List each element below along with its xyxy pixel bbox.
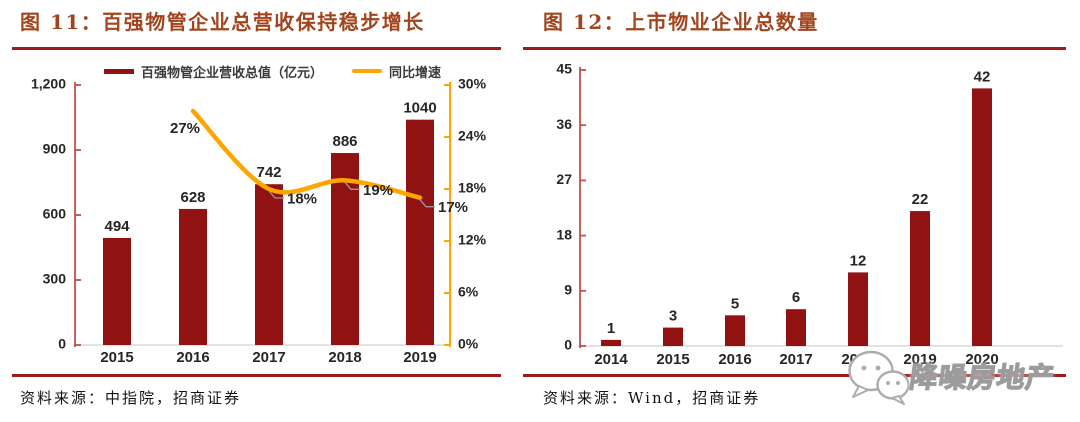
x-label-2018: 2018 bbox=[328, 349, 361, 366]
bar-label-2016: 628 bbox=[180, 189, 205, 206]
listed-companies-bar-chart: 0 9 18 27 36 45 1 3 5 6 12 22 42 2014 2015 2016 2017 2018… bbox=[556, 61, 1063, 368]
line-label: 18% bbox=[287, 191, 317, 208]
left-axis-tick-label: 900 bbox=[43, 141, 67, 157]
axis-tick-label: 18 bbox=[556, 226, 572, 242]
left-axis-tick-label: 1,200 bbox=[31, 76, 66, 92]
line-label-leader bbox=[344, 181, 360, 190]
bar-2015 bbox=[103, 237, 131, 345]
bar-2014 bbox=[601, 339, 621, 346]
bar-2016 bbox=[725, 315, 745, 346]
bar-2017 bbox=[786, 309, 806, 346]
x-label-2015: 2015 bbox=[656, 351, 689, 368]
right-axis-tick-label: 24% bbox=[458, 128, 487, 144]
bar-label-2015: 3 bbox=[669, 308, 677, 325]
bar-series-swatch bbox=[104, 68, 134, 74]
line-label: 27% bbox=[170, 120, 200, 137]
bar-label-2018: 886 bbox=[332, 133, 357, 150]
bar-2019 bbox=[406, 119, 434, 346]
figure-12-label: 图 12： bbox=[543, 10, 626, 34]
figure-12-bottom-rule bbox=[523, 374, 1066, 377]
bar-label-2020: 42 bbox=[974, 68, 991, 85]
line-label: 19% bbox=[363, 182, 393, 199]
bar-2015 bbox=[663, 327, 683, 346]
axis-tick-label: 45 bbox=[556, 61, 572, 77]
figure-12-source: 资料来源：Wind，招商证券 bbox=[543, 389, 761, 407]
right-axis-tick-label: 0% bbox=[458, 336, 479, 352]
x-label-2018: 2018 bbox=[841, 351, 874, 368]
bar-2020 bbox=[972, 88, 992, 347]
bar-2019 bbox=[910, 211, 930, 346]
figure-11-legend: 百强物管企业营收总值（亿元） 同比增速 bbox=[0, 63, 520, 81]
x-label-2015: 2015 bbox=[100, 349, 133, 366]
figure-12-title-rule bbox=[523, 47, 1066, 50]
bar-label-2016: 5 bbox=[731, 295, 739, 312]
growth-line bbox=[190, 108, 423, 200]
line-label-leader bbox=[419, 199, 435, 208]
figure-11-bottom-rule bbox=[12, 374, 501, 377]
legend-label-growth: 同比增速 bbox=[389, 65, 442, 81]
figure-11-label: 图 11： bbox=[20, 10, 103, 34]
axis-tick-label: 36 bbox=[556, 116, 572, 132]
figure-11-title: 图 11：百强物管企业总营收保持稳步增长 bbox=[20, 6, 425, 35]
legend-item-revenue: 百强物管企业营收总值（亿元） bbox=[104, 63, 324, 81]
axis-tick-label: 27 bbox=[556, 171, 572, 187]
left-axis-tick-label: 300 bbox=[43, 271, 67, 287]
bar-label-2019: 1040 bbox=[403, 100, 436, 117]
figure-11-source: 资料来源：中指院，招商证券 bbox=[20, 389, 242, 407]
x-label-2017: 2017 bbox=[779, 351, 812, 368]
bar-label-2015: 494 bbox=[104, 218, 130, 235]
bar-label-2017: 6 bbox=[792, 289, 800, 306]
axis-tick-label: 0 bbox=[564, 337, 572, 353]
line-series-swatch bbox=[352, 69, 382, 73]
x-label-2017: 2017 bbox=[252, 349, 285, 366]
bar-label-2014: 1 bbox=[607, 320, 615, 337]
right-axis-tick-label: 6% bbox=[458, 284, 479, 300]
x-label-2019: 2019 bbox=[403, 349, 436, 366]
x-label-2014: 2014 bbox=[594, 351, 628, 368]
bar-label-2018: 12 bbox=[850, 252, 867, 269]
right-axis-tick-label: 30% bbox=[458, 76, 487, 92]
figure-11-title-rule bbox=[12, 47, 501, 50]
x-label-2016: 2016 bbox=[718, 351, 751, 368]
x-label-2016: 2016 bbox=[176, 349, 209, 366]
bar-2018 bbox=[331, 153, 359, 345]
figure-12-title: 图 12：上市物业企业总数量 bbox=[543, 6, 819, 35]
bar-label-2017: 742 bbox=[256, 164, 281, 181]
bar-2017 bbox=[255, 184, 283, 345]
legend-label-revenue: 百强物管企业营收总值（亿元） bbox=[141, 65, 324, 81]
axis-tick-label: 9 bbox=[564, 282, 572, 298]
wechat-icon-eye bbox=[896, 381, 900, 385]
figure-11-heading: 百强物管企业总营收保持稳步增长 bbox=[102, 10, 425, 34]
figure-12-heading: 上市物业企业总数量 bbox=[625, 10, 819, 34]
x-label-2020: 2020 bbox=[965, 351, 998, 368]
bar-2016 bbox=[179, 208, 207, 345]
legend-item-growth: 同比增速 bbox=[352, 63, 442, 81]
x-label-2019: 2019 bbox=[903, 351, 936, 368]
wechat-icon-eye bbox=[886, 381, 890, 385]
left-axis-tick-label: 0 bbox=[58, 336, 66, 352]
line-label: 17% bbox=[438, 199, 468, 216]
right-axis-tick-label: 12% bbox=[458, 232, 487, 248]
left-axis-tick-label: 600 bbox=[43, 206, 67, 222]
bar-label-2019: 22 bbox=[912, 191, 929, 208]
revenue-growth-combo-chart: 0 300 600 900 1,200 0% 6% 12% 18% 24% 30% 494 628 742… bbox=[31, 76, 487, 366]
right-axis-tick-label: 18% bbox=[458, 180, 487, 196]
bar-2018 bbox=[848, 272, 868, 346]
line-label-leader bbox=[268, 190, 284, 199]
